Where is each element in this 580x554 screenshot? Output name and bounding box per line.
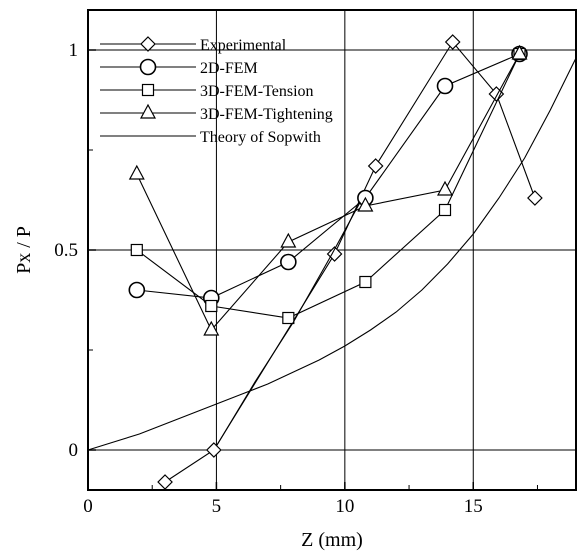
- legend-marker-diamond: [140, 36, 156, 52]
- data-point-circle: [128, 281, 146, 299]
- data-point-diamond: [157, 474, 173, 490]
- series-1: [128, 45, 528, 307]
- data-point-square: [205, 299, 218, 313]
- legend-marker-square: [141, 83, 155, 97]
- legend-entry-3: 3D-FEM-Tightening: [100, 103, 333, 123]
- data-point-square: [282, 311, 295, 325]
- legend: Experimental 2D-FEM 3D-FEM-Tension 3D-FEM-T…: [100, 36, 333, 146]
- data-point-triangle: [203, 320, 220, 336]
- series-line-2: [136, 53, 520, 319]
- legend-entry-0: Experimental: [100, 36, 287, 54]
- y-axis-label: Px / P: [13, 226, 35, 274]
- series-0: [157, 34, 543, 490]
- y-tick-label: 1: [69, 40, 79, 61]
- data-point-square: [438, 203, 452, 217]
- y-tick-label: 0.5: [54, 240, 78, 261]
- legend-entry-1: 2D-FEM: [100, 58, 258, 77]
- legend-marker-triangle: [139, 103, 157, 119]
- x-tick-label: 0: [83, 496, 93, 517]
- data-point-diamond: [367, 158, 384, 174]
- data-point-triangle: [280, 232, 297, 248]
- series-line-5: [215, 201, 361, 447]
- legend-entry-4: Theory of Sopwith: [100, 129, 321, 146]
- series-layer: [87, 34, 577, 490]
- data-point-triangle: [437, 180, 454, 196]
- axis-ticks: [87, 49, 538, 490]
- data-point-circle: [436, 77, 454, 95]
- series-4: [87, 57, 577, 451]
- series-5: [215, 201, 361, 447]
- series-line-3: [136, 53, 520, 331]
- data-point-triangle: [511, 44, 528, 60]
- legend-marker-circle: [139, 58, 157, 76]
- data-point-triangle: [357, 196, 374, 212]
- series-2: [130, 47, 526, 325]
- x-axis-label: Z (mm): [301, 529, 363, 551]
- tick-labels: 0 5 10 15 0 0.5 1: [54, 40, 483, 517]
- data-point-triangle: [128, 164, 145, 180]
- data-point-diamond: [206, 442, 222, 458]
- data-point-diamond: [444, 34, 461, 50]
- legend-label: 3D-FEM-Tension: [200, 83, 314, 100]
- legend-label: 3D-FEM-Tightening: [200, 106, 333, 123]
- data-point-square: [359, 275, 372, 289]
- data-point-circle: [280, 253, 297, 271]
- legend-label: 2D-FEM: [200, 60, 258, 77]
- y-tick-label: 0: [69, 440, 79, 461]
- x-tick-label: 15: [464, 496, 483, 517]
- series-3: [128, 44, 528, 336]
- data-point-diamond: [326, 246, 343, 262]
- data-point-diamond: [488, 86, 505, 102]
- legend-label: Theory of Sopwith: [200, 129, 321, 146]
- legend-entry-2: 3D-FEM-Tension: [100, 83, 314, 100]
- legend-label: Experimental: [200, 37, 287, 54]
- series-line-4: [87, 57, 577, 451]
- data-point-diamond: [527, 190, 543, 206]
- x-tick-label: 5: [212, 496, 222, 517]
- x-tick-label: 10: [335, 496, 354, 517]
- data-point-square: [130, 243, 143, 257]
